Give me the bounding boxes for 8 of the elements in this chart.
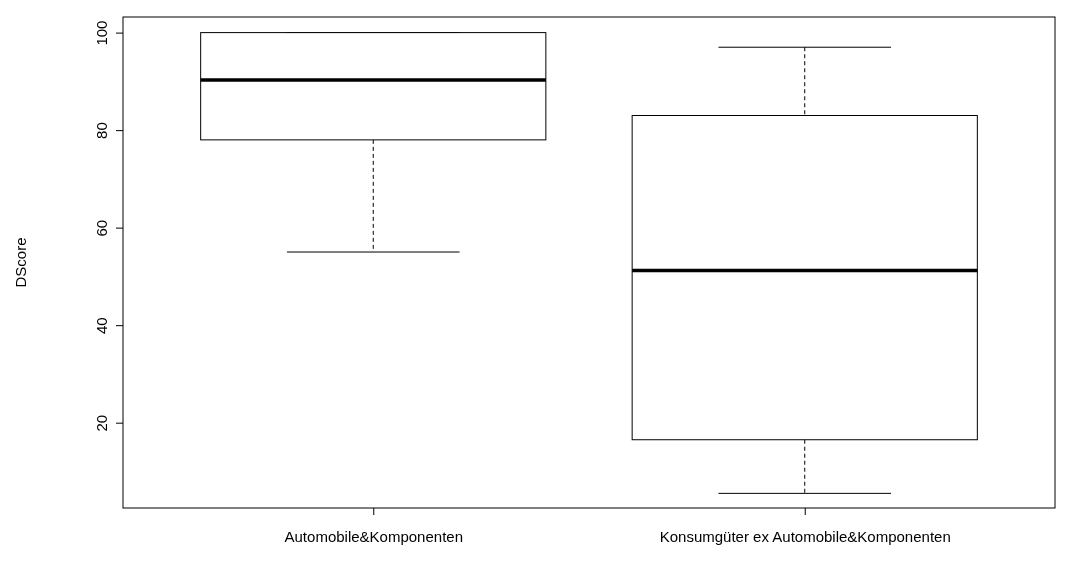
y-tick-label: 100 [93, 20, 110, 46]
x-tick-label: Konsumgüter ex Automobile&Komponenten [659, 528, 951, 545]
y-tick-label: 40 [93, 317, 110, 334]
x-tick-label: Automobile&Komponenten [284, 528, 463, 545]
y-tick-label: 80 [93, 122, 110, 139]
y-tick-label: 20 [93, 414, 110, 432]
y-tick-label: 60 [93, 219, 110, 237]
y-axis-title: DScore [12, 237, 29, 288]
